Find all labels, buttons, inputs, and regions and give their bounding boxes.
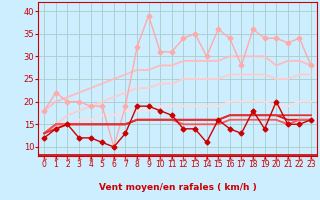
- X-axis label: Vent moyen/en rafales ( km/h ): Vent moyen/en rafales ( km/h ): [99, 183, 256, 192]
